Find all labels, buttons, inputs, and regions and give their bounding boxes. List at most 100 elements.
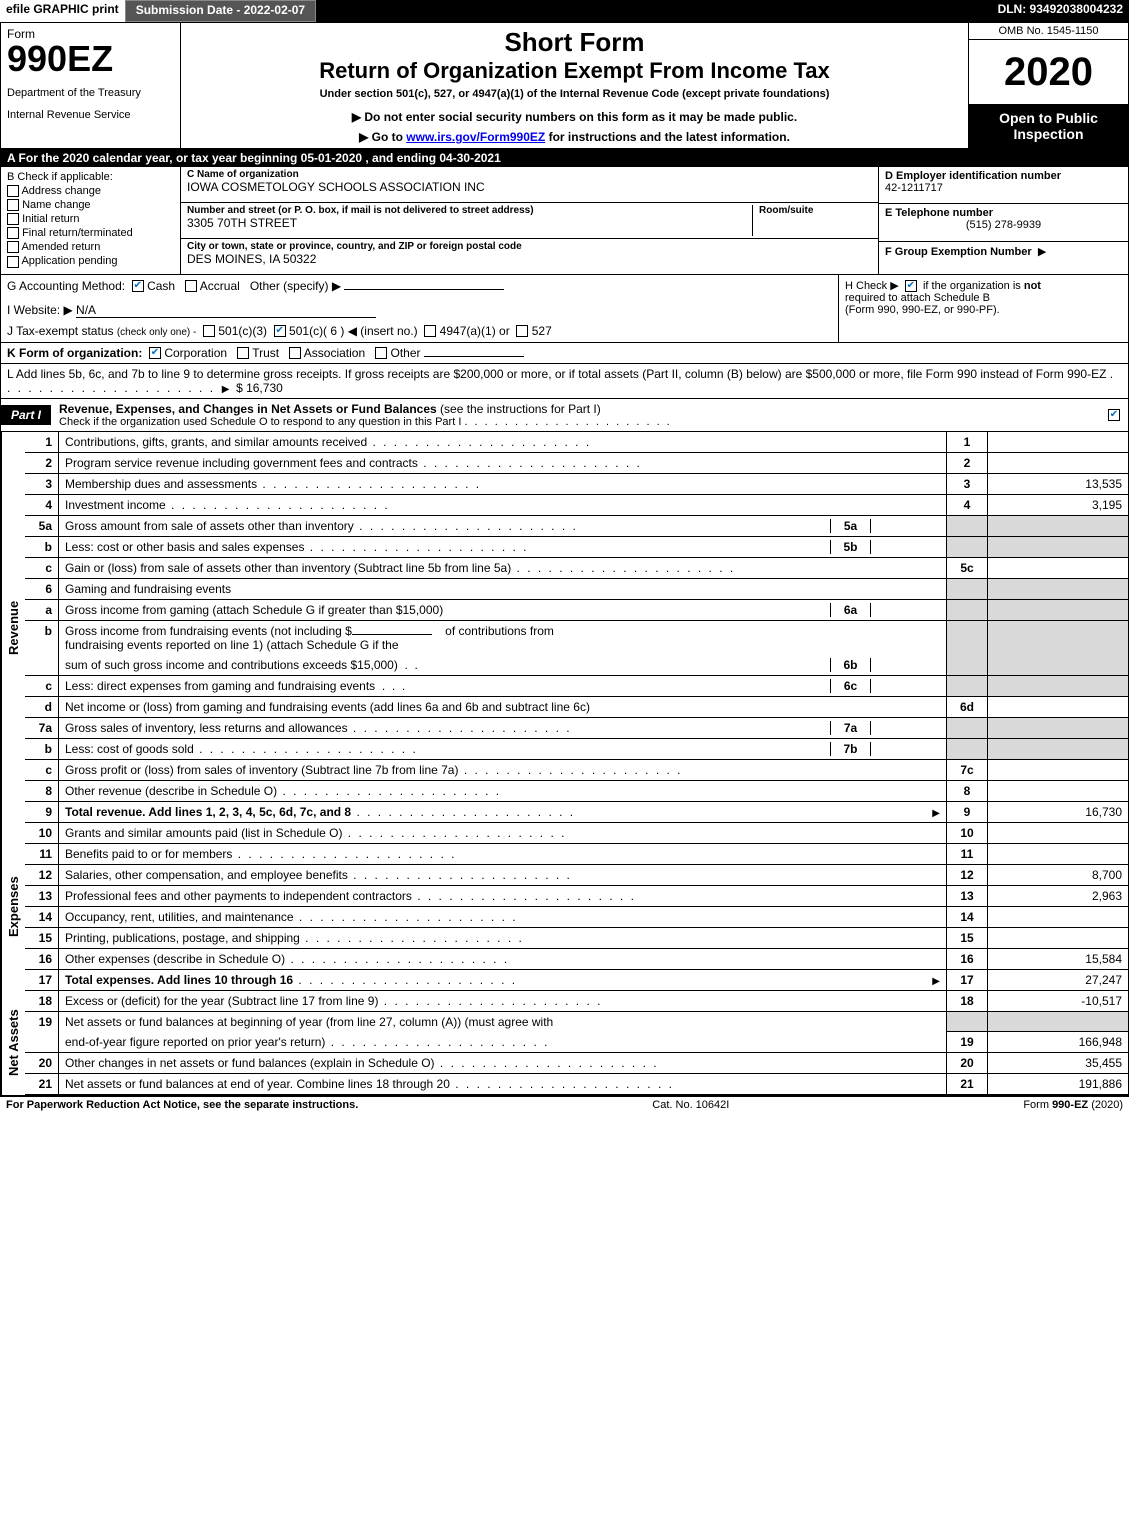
arrow-icon: [932, 973, 940, 987]
chk-527[interactable]: [516, 325, 528, 337]
chk-amended-return[interactable]: Amended return: [7, 241, 174, 253]
chk-corp[interactable]: [149, 347, 161, 359]
chk-trust[interactable]: [237, 347, 249, 359]
ln19-val: 166,948: [988, 1032, 1128, 1053]
chk-4947[interactable]: [424, 325, 436, 337]
ln13-val: 2,963: [988, 886, 1128, 907]
ln2-desc: Program service revenue including govern…: [59, 453, 946, 474]
chk-final-return[interactable]: Final return/terminated: [7, 227, 174, 239]
ln7c-ref: 7c: [946, 760, 988, 781]
ln7c-val: [988, 760, 1128, 781]
ln1-val: [988, 432, 1128, 453]
ln19-ref: 19: [946, 1032, 988, 1053]
ln21-val: 191,886: [988, 1074, 1128, 1095]
j-o4: 527: [532, 324, 552, 338]
chk-address-change[interactable]: Address change: [7, 185, 174, 197]
ln8-ref: 8: [946, 781, 988, 802]
h-text3: required to attach Schedule B: [845, 292, 990, 304]
ln15-ref: 15: [946, 928, 988, 949]
org-name: IOWA COSMETOLOGY SCHOOLS ASSOCIATION INC: [187, 180, 872, 194]
box-e: E Telephone number (515) 278-9939: [879, 204, 1128, 241]
chk-501c3[interactable]: [203, 325, 215, 337]
j-o1: 501(c)(3): [218, 324, 267, 338]
ln21-no: 21: [25, 1074, 59, 1095]
g-label: G Accounting Method:: [7, 279, 125, 293]
ln21-desc: Net assets or fund balances at end of ye…: [59, 1074, 946, 1095]
ln17-ref: 17: [946, 970, 988, 991]
ln10-val: [988, 823, 1128, 844]
ln1-desc: Contributions, gifts, grants, and simila…: [59, 432, 946, 453]
chk-501c[interactable]: [274, 325, 286, 337]
ln12-no: 12: [25, 865, 59, 886]
chk-name-change[interactable]: Name change: [7, 199, 174, 211]
other-label: Other (specify) ▶: [250, 279, 341, 293]
ln11-no: 11: [25, 844, 59, 865]
main-title: Return of Organization Exempt From Incom…: [189, 58, 960, 84]
ln16-ref: 16: [946, 949, 988, 970]
ln20-no: 20: [25, 1053, 59, 1074]
efile-label: efile GRAPHIC print: [0, 0, 125, 22]
line-g: G Accounting Method: Cash Accrual Other …: [1, 275, 838, 342]
box-f-label: F Group Exemption Number: [885, 246, 1032, 258]
ln18-ref: 18: [946, 991, 988, 1012]
line-h: H Check ▶ if the organization is not req…: [838, 275, 1128, 342]
chk-h[interactable]: [905, 280, 917, 292]
irs-link[interactable]: www.irs.gov/Form990EZ: [406, 130, 545, 144]
chk-amended-return-label: Amended return: [21, 241, 100, 253]
ln6b-no: b: [25, 621, 59, 676]
k-other-input[interactable]: [424, 356, 524, 357]
chk-other-org[interactable]: [375, 347, 387, 359]
ln11-desc: Benefits paid to or for members: [59, 844, 946, 865]
chk-application-pending[interactable]: Application pending: [7, 255, 174, 267]
netassets-grid: Net Assets 18 Excess or (deficit) for th…: [0, 991, 1129, 1096]
part1-dots: [464, 416, 671, 428]
ln13-no: 13: [25, 886, 59, 907]
dln: DLN: 93492038004232: [992, 0, 1129, 22]
chk-initial-return-label: Initial return: [22, 213, 79, 225]
sub3-post: for instructions and the latest informat…: [545, 130, 790, 144]
ln15-val: [988, 928, 1128, 949]
ln5a-ref: [946, 516, 988, 537]
ln7b-ref: [946, 739, 988, 760]
ln6a-val: [988, 600, 1128, 621]
box-b: B Check if applicable: Address change Na…: [1, 167, 181, 274]
page-footer: For Paperwork Reduction Act Notice, see …: [0, 1096, 1129, 1113]
chk-accrual[interactable]: [185, 280, 197, 292]
ln13-desc: Professional fees and other payments to …: [59, 886, 946, 907]
ln5c-no: c: [25, 558, 59, 579]
chk-assoc[interactable]: [289, 347, 301, 359]
ln6b-amount-input[interactable]: [352, 634, 432, 635]
other-specify-input[interactable]: [344, 289, 504, 290]
phone: (515) 278-9939: [885, 219, 1122, 231]
part1-title: Revenue, Expenses, and Changes in Net As…: [51, 399, 1100, 431]
ln3-no: 3: [25, 474, 59, 495]
box-d-label: D Employer identification number: [885, 170, 1061, 182]
ln3-desc: Membership dues and assessments: [59, 474, 946, 495]
j-o3: 4947(a)(1) or: [440, 324, 510, 338]
ln4-val: 3,195: [988, 495, 1128, 516]
ln6-desc: Gaming and fundraising events: [59, 579, 946, 600]
ln5b-ref: [946, 537, 988, 558]
k-label: K Form of organization:: [7, 346, 142, 360]
part1-title-main: Revenue, Expenses, and Changes in Net As…: [59, 402, 437, 416]
part1-header: Part I Revenue, Expenses, and Changes in…: [0, 399, 1129, 432]
ln9-desc: Total revenue. Add lines 1, 2, 3, 4, 5c,…: [59, 802, 946, 823]
chk-schedule-o[interactable]: [1108, 409, 1120, 421]
ln17-desc: Total expenses. Add lines 10 through 16: [59, 970, 946, 991]
ln1-ref: 1: [946, 432, 988, 453]
ln20-desc: Other changes in net assets or fund bala…: [59, 1053, 946, 1074]
j-label: J Tax-exempt status: [7, 324, 114, 338]
j-sub: (check only one) -: [117, 327, 196, 338]
ln6b-val: [988, 621, 1128, 676]
subtitle-3: ▶ Go to www.irs.gov/Form990EZ for instru…: [189, 130, 960, 144]
open-to-public: Open to Public Inspection: [969, 104, 1128, 148]
chk-initial-return[interactable]: Initial return: [7, 213, 174, 225]
ln6d-val: [988, 697, 1128, 718]
ln13-ref: 13: [946, 886, 988, 907]
ln7b-val: [988, 739, 1128, 760]
box-e-label: E Telephone number: [885, 207, 993, 219]
h-not: not: [1024, 280, 1041, 292]
chk-cash[interactable]: [132, 280, 144, 292]
expenses-grid: Expenses 10 Grants and similar amounts p…: [0, 823, 1129, 991]
ln4-desc: Investment income: [59, 495, 946, 516]
